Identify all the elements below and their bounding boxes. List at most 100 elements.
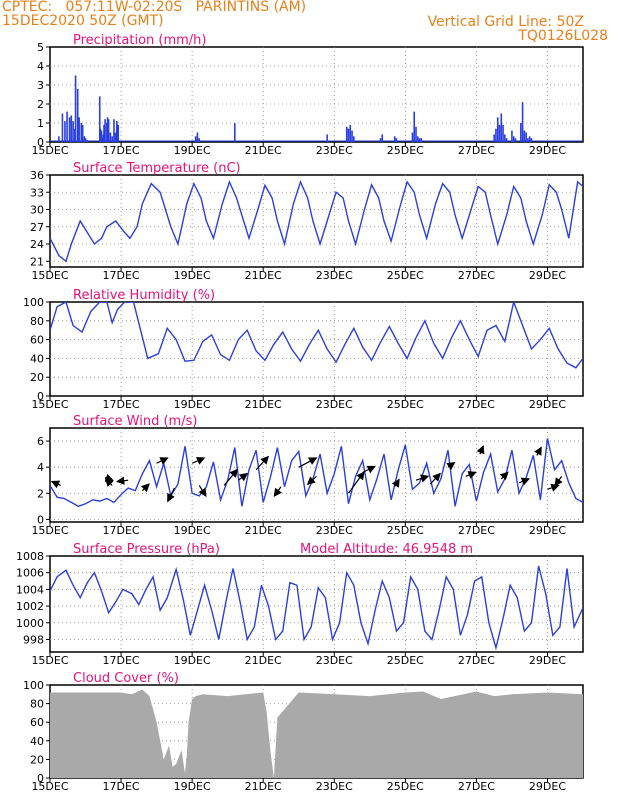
wind-xtick-label: 19DEC (174, 524, 211, 537)
precip-bar (511, 130, 513, 142)
pressure-ytick-label: 1006 (16, 567, 44, 580)
precip-bar (326, 134, 328, 142)
temp-xtick-label: 29DEC (529, 269, 566, 282)
precip-bar (416, 136, 419, 142)
precip-bar (498, 124, 501, 142)
precip-xtick-label: 25DEC (387, 144, 424, 157)
temp-xtick-label: 19DEC (174, 269, 211, 282)
precip-panel: 0 1 2 3 4 5 15DEC 17DEC 19DEC 21DEC 23DEC 25DEC 27DE… (31, 33, 584, 157)
pressure-ytick-label: 1004 (16, 583, 44, 596)
precip-bar (530, 138, 533, 142)
precip-bar (523, 130, 526, 142)
precip-ytick-label: 0 (37, 136, 44, 149)
rh-ytick-label: 0 (37, 390, 44, 403)
temp-title: Surface Temperature (nC) (73, 161, 241, 176)
temp-ytick-label: 21 (30, 255, 44, 268)
precip-bar (107, 119, 110, 142)
wind-wind-vector (50, 480, 61, 489)
temp-ytick-label: 30 (30, 204, 44, 217)
rh-xtick-label: 27DEC (458, 398, 495, 411)
temp-ytick-label: 33 (30, 186, 44, 199)
wind-wind-vector (391, 478, 400, 488)
rh-xtick-label: 17DEC (103, 398, 140, 411)
precip-bar (415, 126, 417, 142)
pressure-ytick-label: 1008 (16, 550, 44, 563)
wind-ytick-label: 6 (37, 435, 44, 448)
temp-ytick-label: 36 (30, 169, 44, 182)
wind-ytick-label: 2 (37, 487, 44, 500)
pressure-model-altitude: Model Altitude: 46.9548 m (300, 542, 473, 557)
wind-ytick-label: 0 (37, 513, 44, 526)
precip-bar (74, 75, 77, 142)
wind-wind-vector (476, 445, 485, 455)
wind-xtick-label: 17DEC (103, 524, 140, 537)
precip-bar (495, 128, 497, 142)
precip-bar (502, 124, 504, 142)
wind-wind-vector (273, 486, 282, 497)
precip-bar (78, 117, 80, 142)
rh-xtick-label: 25DEC (387, 398, 424, 411)
model-code: TQ0126L028 (518, 28, 608, 44)
precip-bar (393, 136, 396, 142)
precip-xtick-label: 29DEC (529, 144, 566, 157)
wind-wind-vector (499, 471, 509, 481)
precip-bar (61, 113, 64, 142)
precip-bar (504, 134, 506, 142)
wind-xtick-label: 15DEC (31, 524, 68, 537)
precip-bar (116, 121, 118, 142)
precip-bar (349, 124, 352, 142)
pressure-xtick-label: 29DEC (529, 654, 566, 667)
temp-xtick-label: 21DEC (245, 269, 282, 282)
wind-wind-vector (429, 472, 441, 485)
grid-note: Vertical Grid Line: 50Z (427, 14, 584, 30)
rh-series-line (50, 302, 583, 369)
cloud-ytick-label: 100 (23, 679, 44, 692)
precip-bar (58, 136, 60, 142)
precip-bar (100, 130, 103, 142)
temp-ytick-label: 24 (30, 238, 44, 251)
rh-xtick-label: 21DEC (245, 398, 282, 411)
wind-wind-vector (362, 465, 376, 474)
rh-ytick-label: 20 (30, 371, 44, 384)
precip-bar (420, 138, 423, 142)
wind-wind-vector (465, 471, 477, 479)
pressure-xtick-label: 23DEC (316, 654, 353, 667)
precip-bar (395, 138, 398, 142)
wind-wind-vector (306, 475, 317, 486)
temp-series-line (50, 179, 583, 263)
cloud-xtick-label: 21DEC (245, 780, 282, 793)
wind-ytick-label: 4 (37, 461, 44, 474)
precip-bar (196, 132, 199, 142)
precip-ytick-label: 3 (37, 79, 44, 92)
precip-bar (111, 136, 113, 142)
wind-wind-vector (415, 474, 430, 483)
precip-bar (70, 115, 73, 142)
cloud-xtick-label: 25DEC (387, 780, 424, 793)
pressure-xtick-label: 15DEC (31, 654, 68, 667)
pressure-panel: 998 1000 1002 1004 1006 1008 15DEC 17DEC 19DEC 21… (16, 542, 584, 667)
wind-wind-vector (167, 487, 175, 503)
precip-frame (49, 46, 584, 143)
precip-bar (505, 138, 508, 142)
wind-wind-vector (446, 461, 456, 471)
precip-bar (114, 132, 117, 142)
precip-bar (512, 136, 515, 142)
rh-panel: 0 20 40 60 80 100 15DEC 17DEC 19DEC 21DEC 23DEC 25D… (23, 288, 584, 411)
precip-bar (521, 102, 524, 142)
precip-xtick-label: 27DEC (458, 144, 495, 157)
precip-ytick-label: 4 (37, 60, 44, 73)
temp-xtick-label: 23DEC (316, 269, 353, 282)
precip-bar (379, 138, 382, 142)
precip-bar (72, 121, 74, 142)
cloud-title: Cloud Cover (%) (73, 671, 179, 686)
wind-frame (49, 427, 584, 523)
wind-wind-vector (191, 457, 206, 465)
pressure-xtick-label: 27DEC (458, 654, 495, 667)
rh-xtick-label: 29DEC (529, 398, 566, 411)
run-date: 15DEC2020 50Z (GMT) (2, 13, 164, 29)
rh-frame (49, 301, 584, 397)
wind-wind-vector (140, 483, 150, 493)
precip-bar (381, 134, 384, 142)
temp-ytick-label: 27 (30, 221, 44, 234)
wind-wind-vector (554, 475, 563, 487)
